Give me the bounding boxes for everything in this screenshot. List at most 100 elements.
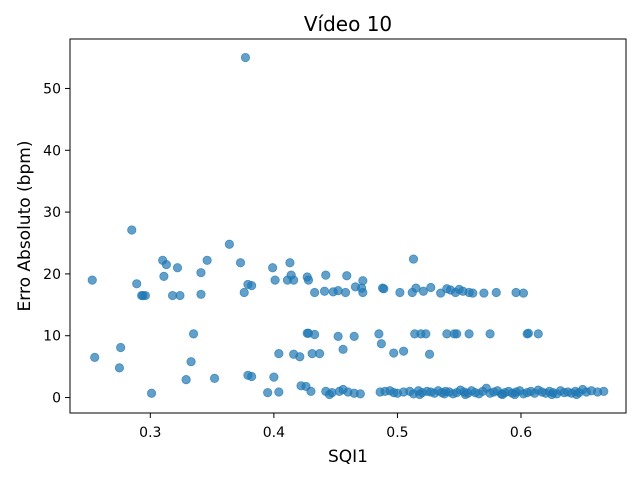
data-point-58 <box>175 290 185 301</box>
data-point-39 <box>333 285 343 296</box>
data-point-171 <box>497 389 508 400</box>
data-point-56 <box>140 290 150 301</box>
y-tick-label: 30 <box>43 205 61 221</box>
data-point-110 <box>355 389 365 399</box>
data-point-169 <box>439 389 449 399</box>
data-point-168 <box>415 389 425 400</box>
data-point-29 <box>379 284 389 294</box>
data-point-35 <box>239 287 249 298</box>
data-point-102 <box>146 388 157 398</box>
data-point-1 <box>127 225 137 235</box>
data-point-42 <box>395 287 405 298</box>
data-point-50 <box>479 288 489 298</box>
x-tick-label: 0.5 <box>386 425 408 441</box>
data-point-40 <box>340 287 351 298</box>
data-point-74 <box>485 329 495 339</box>
data-point-53 <box>518 288 529 298</box>
data-point-46 <box>450 287 461 298</box>
y-tick-label: 40 <box>43 143 61 159</box>
data-point-82 <box>398 346 409 356</box>
data-point-43 <box>407 287 417 298</box>
data-point-84 <box>274 349 284 359</box>
data-point-49 <box>468 288 478 298</box>
data-point-5 <box>235 258 246 268</box>
x-axis-label: SQI1 <box>328 447 368 467</box>
data-point-66 <box>374 329 384 339</box>
data-point-41 <box>358 287 368 298</box>
y-axis: 0 10 20 30 40 50 <box>43 81 70 407</box>
y-tick-label: 20 <box>43 267 61 283</box>
data-point-4 <box>202 255 212 265</box>
x-tick-label: 0.6 <box>510 425 532 441</box>
data-point-78 <box>376 339 386 349</box>
data-point-77 <box>533 329 543 339</box>
data-point-94 <box>269 372 279 382</box>
x-tick-label: 0.4 <box>263 425 285 441</box>
data-point-23 <box>132 279 142 289</box>
data-point-91 <box>114 363 125 373</box>
data-point-31 <box>426 282 436 293</box>
data-point-173 <box>547 389 557 400</box>
plot-frame <box>69 38 627 414</box>
data-point-6 <box>285 258 295 268</box>
data-point-18 <box>270 275 280 285</box>
data-point-79 <box>116 342 126 353</box>
data-point-25 <box>247 281 257 291</box>
data-point-81 <box>389 348 399 358</box>
data-point-83 <box>424 349 435 359</box>
data-point-89 <box>90 352 100 362</box>
data-point-101 <box>274 387 284 397</box>
points-layer <box>87 52 609 400</box>
y-tick-label: 10 <box>43 329 61 345</box>
data-point-45 <box>436 288 446 298</box>
y-axis-label: Erro Absoluto (bpm) <box>15 141 35 312</box>
y-tick-label: 50 <box>43 81 61 97</box>
data-point-9 <box>172 263 183 273</box>
data-point-96 <box>181 375 191 385</box>
data-point-59 <box>196 289 206 299</box>
data-point-64 <box>333 331 343 341</box>
y-tick-label: 0 <box>52 391 61 407</box>
data-point-93 <box>247 371 257 382</box>
data-point-90 <box>186 357 196 367</box>
data-point-174 <box>571 389 582 400</box>
data-point-73 <box>464 329 474 339</box>
data-point-21 <box>303 275 314 285</box>
data-point-76 <box>523 328 533 338</box>
data-point-12 <box>159 271 169 281</box>
data-point-80 <box>338 344 348 354</box>
data-point-88 <box>295 352 305 362</box>
data-point-172 <box>510 389 520 400</box>
data-point-44 <box>418 286 428 296</box>
data-point-36 <box>310 287 320 298</box>
data-point-0 <box>240 52 251 63</box>
data-point-167 <box>599 386 609 396</box>
data-point-7 <box>408 254 419 264</box>
data-point-22 <box>358 276 368 286</box>
data-point-17 <box>87 275 97 285</box>
data-point-37 <box>319 286 330 296</box>
data-point-2 <box>224 239 234 249</box>
data-point-69 <box>421 329 431 339</box>
data-point-63 <box>310 329 320 340</box>
data-point-8 <box>161 260 171 270</box>
data-point-20 <box>289 275 299 285</box>
data-point-87 <box>314 349 325 359</box>
data-point-109 <box>324 389 335 400</box>
data-point-99 <box>306 386 316 396</box>
data-point-16 <box>342 271 352 281</box>
chart-title: Vídeo 10 <box>304 12 392 36</box>
x-tick-label: 0.3 <box>139 425 161 441</box>
data-point-11 <box>196 268 206 278</box>
data-point-170 <box>460 389 470 400</box>
data-point-51 <box>491 287 501 298</box>
data-point-100 <box>263 387 273 398</box>
data-point-72 <box>452 329 462 339</box>
data-point-95 <box>209 373 220 383</box>
x-axis: 0.3 0.4 0.5 0.6 <box>139 413 532 441</box>
data-point-60 <box>188 329 199 339</box>
data-point-10 <box>268 263 278 273</box>
data-point-15 <box>321 270 331 280</box>
